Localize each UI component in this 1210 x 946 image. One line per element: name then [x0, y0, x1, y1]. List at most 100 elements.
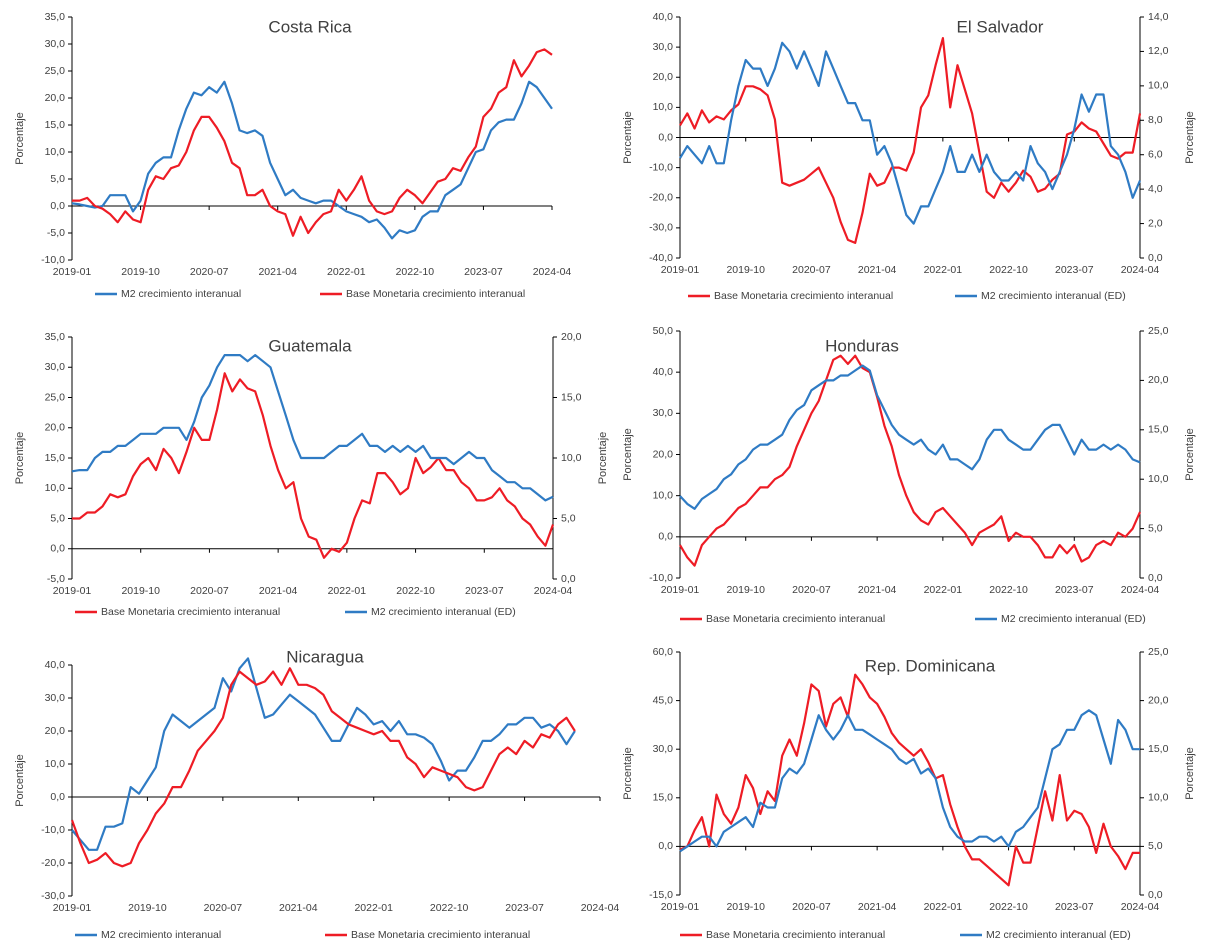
y-tick-label: 35,0: [45, 331, 66, 343]
x-tick-label: 2024-04: [581, 902, 620, 914]
x-tick-label: 2024-04: [1121, 901, 1160, 913]
y-tick-label: 30,0: [45, 692, 66, 704]
x-tick-label: 2021-04: [258, 266, 297, 278]
y2-tick-label: 2,0: [1148, 217, 1163, 229]
series-line: [679, 37, 1142, 244]
x-tick-label: 2023-07: [1055, 584, 1094, 596]
x-tick-label: 2023-07: [464, 266, 503, 278]
x-tick-label: 2022-10: [989, 584, 1028, 596]
x-tick-label: 2023-07: [505, 902, 544, 914]
y-tick-label: 20,0: [653, 448, 674, 460]
x-tick-label: 2022-01: [328, 585, 367, 597]
x-tick-label: 2020-07: [792, 901, 831, 913]
legend-label: Base Monetaria crecimiento interanual: [714, 290, 893, 302]
legend-label: M2 crecimiento interanual: [101, 929, 221, 941]
y-axis-label: Porcentaje: [14, 432, 26, 485]
y-tick-label: 15,0: [45, 452, 66, 464]
x-tick-label: 2022-01: [924, 584, 963, 596]
y-tick-label: 10,0: [45, 146, 66, 158]
y2-axis-label: Porcentaje: [1184, 111, 1196, 164]
chart-title: Nicaragua: [286, 647, 364, 666]
x-tick-label: 2020-07: [190, 585, 229, 597]
y2-tick-label: 20,0: [561, 331, 582, 343]
y-tick-label: -10,0: [41, 824, 65, 836]
x-tick-label: 2024-04: [1121, 264, 1160, 276]
y-tick-label: 10,0: [45, 482, 66, 494]
y2-tick-label: 15,0: [1148, 743, 1169, 755]
y-tick-label: 35,0: [45, 11, 66, 23]
series-line: [72, 372, 555, 559]
y-tick-label: 0,0: [50, 200, 65, 212]
series-line: [71, 354, 554, 502]
x-tick-label: 2020-07: [190, 266, 229, 278]
x-tick-label: 2019-01: [661, 584, 700, 596]
y-tick-label: 5,0: [50, 173, 65, 185]
series-line: [679, 41, 1142, 225]
y-tick-label: 0,0: [658, 840, 673, 852]
x-tick-label: 2022-10: [989, 901, 1028, 913]
x-tick-label: 2022-10: [396, 266, 435, 278]
x-tick-label: 2019-01: [661, 901, 700, 913]
y2-tick-label: 10,0: [1148, 80, 1169, 92]
y-tick-label: -10,0: [649, 572, 673, 584]
x-tick-label: 2019-01: [661, 264, 700, 276]
x-tick-label: 2022-01: [924, 264, 963, 276]
x-tick-label: 2019-01: [53, 585, 92, 597]
series-line: [71, 80, 553, 240]
x-tick-label: 2019-10: [128, 902, 167, 914]
x-tick-label: 2022-01: [327, 266, 366, 278]
legend-label: Base Monetaria crecimiento interanual: [101, 606, 280, 618]
y2-tick-label: 6,0: [1148, 148, 1163, 160]
x-tick-label: 2019-10: [121, 266, 160, 278]
x-tick-label: 2021-04: [279, 902, 318, 914]
y-tick-label: -5,0: [47, 573, 65, 585]
series-line: [72, 48, 553, 237]
x-tick-label: 2021-04: [858, 901, 897, 913]
x-tick-label: 2019-10: [726, 901, 765, 913]
y-tick-label: 30,0: [653, 407, 674, 419]
y2-tick-label: 0,0: [1148, 889, 1163, 901]
y-axis-label: Porcentaje: [14, 754, 26, 807]
y2-tick-label: 12,0: [1148, 45, 1169, 57]
x-tick-label: 2023-07: [1055, 901, 1094, 913]
x-tick-label: 2021-04: [858, 264, 897, 276]
y-tick-label: 15,0: [45, 119, 66, 131]
y-tick-label: 0,0: [658, 131, 673, 143]
x-tick-label: 2022-01: [924, 901, 963, 913]
x-tick-label: 2023-07: [465, 585, 504, 597]
y-tick-label: -5,0: [47, 227, 65, 239]
y2-tick-label: 4,0: [1148, 183, 1163, 195]
y-tick-label: 0,0: [658, 531, 673, 543]
y2-tick-label: 0,0: [1148, 252, 1163, 264]
series-line: [70, 667, 576, 868]
y-tick-label: 40,0: [653, 366, 674, 378]
chart-title: El Salvador: [957, 17, 1044, 36]
series-line: [679, 673, 1140, 887]
chart-title: Rep. Dominicana: [865, 656, 996, 675]
y-tick-label: 10,0: [653, 101, 674, 113]
x-tick-label: 2019-10: [121, 585, 160, 597]
legend-label: M2 crecimiento interanual (ED): [1001, 613, 1146, 625]
y2-tick-label: 8,0: [1148, 114, 1163, 126]
y2-tick-label: 10,0: [561, 452, 582, 464]
x-tick-label: 2019-01: [53, 266, 92, 278]
legend-label: Base Monetaria crecimiento interanual: [706, 613, 885, 625]
series-line: [679, 364, 1141, 510]
y-tick-label: -20,0: [41, 857, 65, 869]
y-tick-label: -15,0: [649, 889, 673, 901]
y-tick-label: 60,0: [653, 646, 674, 658]
x-tick-label: 2024-04: [1121, 584, 1160, 596]
legend-label: Base Monetaria crecimiento interanual: [346, 288, 525, 300]
y-tick-label: -10,0: [649, 161, 673, 173]
y-tick-label: 40,0: [653, 11, 674, 23]
x-tick-label: 2022-10: [989, 264, 1028, 276]
y2-tick-label: 0,0: [1148, 572, 1163, 584]
y-tick-label: 25,0: [45, 391, 66, 403]
y2-tick-label: 10,0: [1148, 792, 1169, 804]
y-axis-label: Porcentaje: [622, 111, 634, 164]
y-axis-label: Porcentaje: [14, 112, 26, 165]
y-tick-label: 0,0: [50, 791, 65, 803]
y-tick-label: 45,0: [653, 694, 674, 706]
y2-tick-label: 5,0: [1148, 840, 1163, 852]
